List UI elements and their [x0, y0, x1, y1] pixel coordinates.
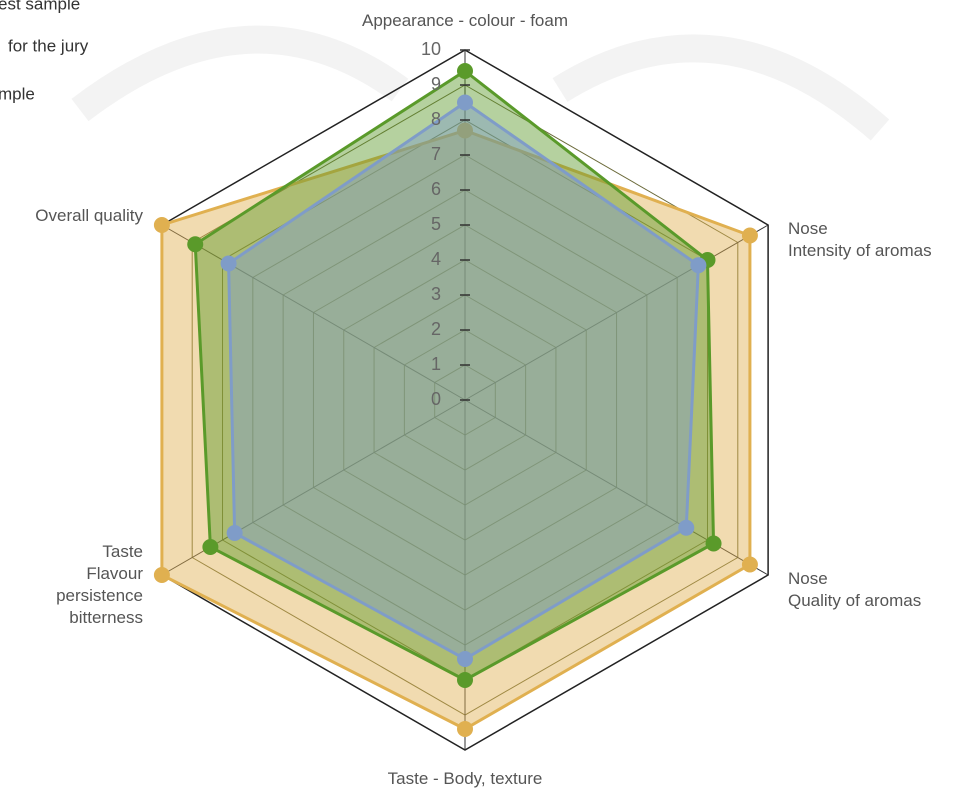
y-tick-label: 6 [431, 179, 441, 199]
data-point [154, 567, 170, 583]
y-tick-label: 5 [431, 214, 441, 234]
category-label: Nose Quality of aromas [788, 569, 921, 610]
category-label-line: Appearance - colour - foam [362, 11, 568, 30]
legend-label: mple [0, 84, 35, 103]
category-label: Taste - Body, texture [388, 769, 543, 788]
category-label-line: Taste - Body, texture [388, 769, 543, 788]
legend-label: for the jury [8, 36, 89, 55]
data-point [227, 525, 243, 541]
data-point [678, 520, 694, 536]
category-label-line: Quality of aromas [788, 591, 921, 610]
y-tick-label: 0 [431, 389, 441, 409]
y-tick-label: 8 [431, 109, 441, 129]
category-label-line: bitterness [69, 608, 143, 627]
category-label-line: persistence [56, 586, 143, 605]
data-point [706, 536, 722, 552]
data-point [457, 63, 473, 79]
y-tick-label: 3 [431, 284, 441, 304]
y-tick-label: 2 [431, 319, 441, 339]
category-label-line: Overall quality [35, 206, 143, 225]
y-tick-label: 10 [421, 39, 441, 59]
data-point [457, 95, 473, 111]
data-point [742, 557, 758, 573]
category-label-line: Taste [102, 542, 143, 561]
data-point [690, 257, 706, 273]
legend-label: est sample [0, 0, 80, 13]
category-label: Taste Flavour persistence bitterness [56, 542, 143, 627]
category-label-line: Nose [788, 219, 828, 238]
category-label: Overall quality [35, 206, 143, 225]
data-point [202, 539, 218, 555]
chart: 0 1 2 3 4 5 6 7 8 9 10 Appearance - colour - foam No… [0, 0, 975, 794]
category-label-line: Flavour [86, 564, 143, 583]
data-point [221, 256, 237, 272]
y-tick-label: 7 [431, 144, 441, 164]
data-point [154, 217, 170, 233]
data-point [457, 651, 473, 667]
y-tick-label: 1 [431, 354, 441, 374]
category-label-line: Nose [788, 569, 828, 588]
category-label: Appearance - colour - foam [362, 11, 568, 30]
data-point [187, 236, 203, 252]
y-tick-label: 4 [431, 249, 441, 269]
category-label: Nose Intensity of aromas [788, 219, 932, 260]
data-point [742, 228, 758, 244]
data-point [457, 721, 473, 737]
y-tick-label: 9 [431, 74, 441, 94]
category-label-line: Intensity of aromas [788, 241, 932, 260]
data-point [457, 672, 473, 688]
